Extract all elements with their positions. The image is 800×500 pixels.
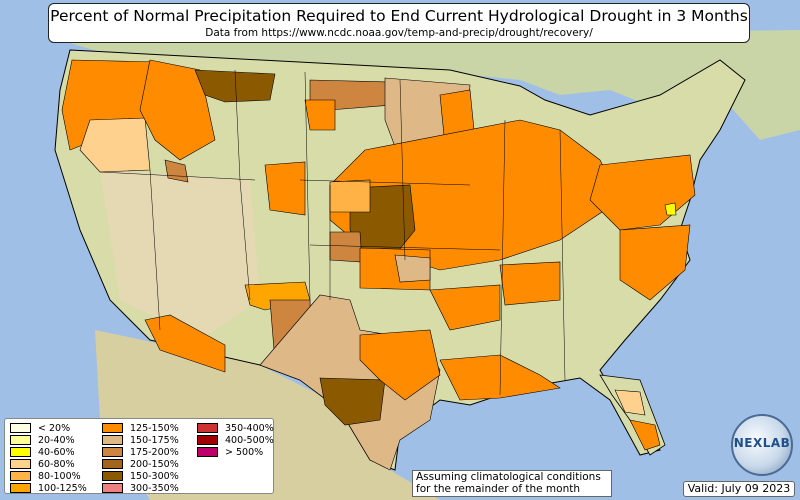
legend-label: > 500% [225, 446, 264, 458]
legend: < 20% 20-40% 40-60% 60-80% 80-100% 100-125% 12… [4, 418, 274, 494]
legend-swatch [10, 447, 31, 457]
legend-label: 175-200% [130, 446, 179, 458]
legend-item: > 500% [197, 446, 277, 458]
region-minnesota-orange [304, 99, 336, 131]
region-oklahoma-tan [329, 231, 363, 263]
legend-swatch [102, 483, 123, 493]
legend-label: < 20% [38, 422, 71, 434]
legend-item: 20-40% [10, 434, 102, 446]
note-line-2: for the remainder of the month [416, 483, 581, 495]
legend-swatch [102, 459, 123, 469]
legend-label: 80-100% [38, 470, 81, 482]
region-oregon-light [79, 117, 151, 173]
legend-swatch [10, 459, 31, 469]
region-gulf-orange [439, 354, 561, 401]
canada-landmass [60, 30, 800, 140]
legend-swatch [197, 435, 218, 445]
valid-date-label: Valid: July 09 2023 [683, 481, 795, 497]
legend-swatch [102, 471, 123, 481]
region-tennessee-orange [499, 261, 561, 306]
legend-item: 175-200% [102, 446, 197, 458]
region-colorado-orange [264, 161, 306, 216]
region-arkansas-orange [429, 284, 501, 331]
region-kansas-tan [394, 254, 431, 283]
nexlab-logo: NEXLAB [731, 414, 793, 476]
legend-label: 40-60% [38, 446, 75, 458]
legend-swatch [10, 483, 31, 493]
legend-swatch [10, 423, 31, 433]
legend-label: 20-40% [38, 434, 75, 446]
map-subtitle: Data from https://www.ncdc.noaa.gov/temp… [205, 27, 593, 39]
legend-item: < 20% [10, 422, 102, 434]
title-box: Percent of Normal Precipitation Required… [48, 3, 750, 43]
legend-label: 400-500% [225, 434, 274, 446]
region-florida-orange [629, 419, 661, 451]
legend-item: 400-500% [197, 434, 277, 446]
legend-item: 60-80% [10, 458, 102, 470]
logo-text: NEXLAB [733, 436, 791, 450]
state-borders [99, 69, 566, 396]
region-utah-tan [164, 159, 189, 183]
legend-label: 125-150% [130, 422, 179, 434]
note-line-1: Assuming climatological conditions [416, 471, 601, 483]
legend-item: 200-150% [102, 458, 197, 470]
region-nebraska-orange [329, 179, 371, 213]
legend-swatch [102, 423, 123, 433]
legend-label: 350-400% [225, 422, 274, 434]
legend-item: 150-175% [102, 434, 197, 446]
region-texas-orange [359, 329, 441, 401]
region-carolina-orange [619, 224, 691, 301]
legend-label: 60-80% [38, 458, 75, 470]
legend-swatch [197, 447, 218, 457]
region-texas-brown [319, 377, 386, 426]
legend-label: 150-175% [130, 434, 179, 446]
legend-swatch [197, 423, 218, 433]
region-montana-brown [194, 69, 276, 103]
legend-item: 300-350% [102, 482, 197, 494]
legend-label: 150-300% [130, 470, 179, 482]
legend-swatch [10, 471, 31, 481]
legend-label: 300-350% [130, 482, 179, 494]
region-arizona-orange [144, 314, 226, 373]
map-title: Percent of Normal Precipitation Required… [50, 7, 748, 25]
assumption-note: Assuming climatological conditions for t… [412, 470, 612, 497]
legend-item: 100-125% [10, 482, 102, 494]
legend-item: 40-60% [10, 446, 102, 458]
legend-item: 150-300% [102, 470, 197, 482]
legend-item: 80-100% [10, 470, 102, 482]
legend-label: 100-125% [38, 482, 87, 494]
western-terrain [100, 170, 260, 340]
legend-swatch [10, 435, 31, 445]
region-florida-light [614, 389, 646, 416]
legend-item: 125-150% [102, 422, 197, 434]
legend-label: 200-150% [130, 458, 179, 470]
legend-swatch [102, 435, 123, 445]
legend-swatch [102, 447, 123, 457]
region-chesapeake-yellow [664, 202, 677, 216]
legend-item: 350-400% [197, 422, 277, 434]
